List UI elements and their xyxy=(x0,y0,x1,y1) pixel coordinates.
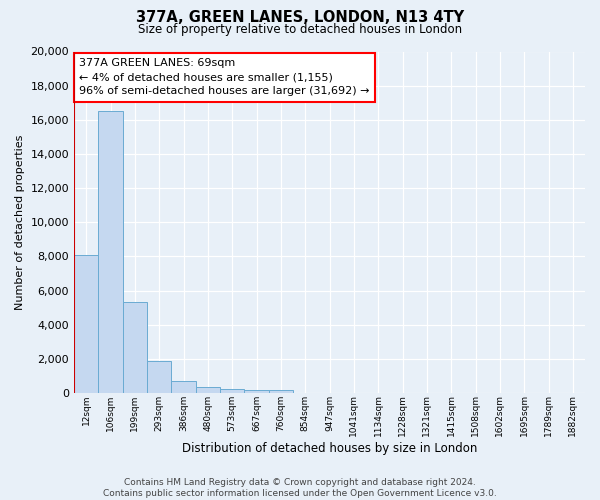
Text: Contains HM Land Registry data © Crown copyright and database right 2024.
Contai: Contains HM Land Registry data © Crown c… xyxy=(103,478,497,498)
Text: 377A, GREEN LANES, LONDON, N13 4TY: 377A, GREEN LANES, LONDON, N13 4TY xyxy=(136,10,464,25)
Text: Size of property relative to detached houses in London: Size of property relative to detached ho… xyxy=(138,22,462,36)
Bar xyxy=(172,382,196,393)
Bar xyxy=(147,362,172,393)
Bar xyxy=(244,390,269,393)
Bar xyxy=(269,390,293,393)
Bar xyxy=(220,390,244,393)
X-axis label: Distribution of detached houses by size in London: Distribution of detached houses by size … xyxy=(182,442,477,455)
Bar xyxy=(196,388,220,393)
Bar xyxy=(74,254,98,393)
Y-axis label: Number of detached properties: Number of detached properties xyxy=(15,134,25,310)
Text: 377A GREEN LANES: 69sqm
← 4% of detached houses are smaller (1,155)
96% of semi-: 377A GREEN LANES: 69sqm ← 4% of detached… xyxy=(79,58,370,96)
Bar xyxy=(123,302,147,393)
Bar xyxy=(98,112,123,393)
